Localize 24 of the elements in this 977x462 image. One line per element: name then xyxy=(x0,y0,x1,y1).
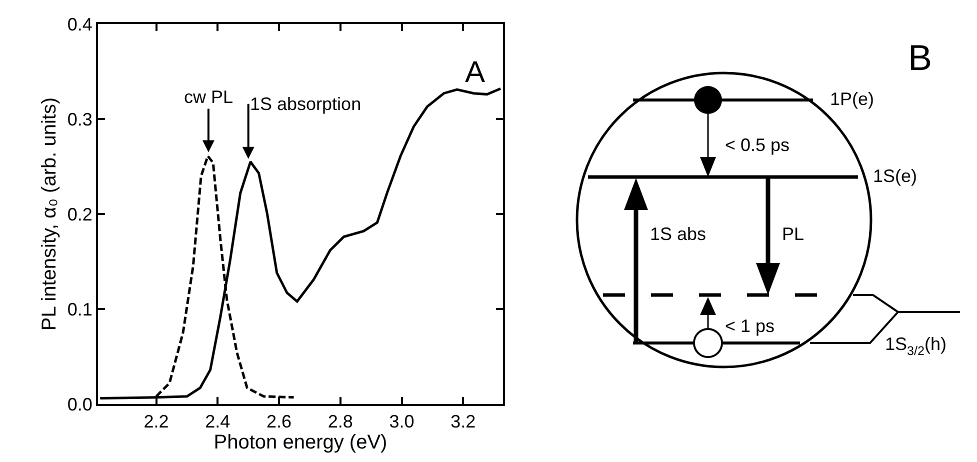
y-tick-label: 0.0 xyxy=(67,394,92,414)
y-axis-title: PL intensity, α₀ (arb. units) xyxy=(38,97,60,331)
annotation: 1S absorption xyxy=(250,94,362,114)
x-tick-label: 3.2 xyxy=(450,412,476,432)
x-tick-label: 2.8 xyxy=(328,412,353,432)
annotation: cw PL xyxy=(184,87,234,107)
y-tick-label: 0.2 xyxy=(67,204,92,224)
x-tick-label: 2.2 xyxy=(144,412,169,432)
x-tick-label: 2.4 xyxy=(205,412,230,432)
x-axis-title: Photon energy (eV) xyxy=(214,432,388,454)
text: PL xyxy=(782,224,804,244)
text: < 1 ps xyxy=(725,316,775,336)
text: 1S(e) xyxy=(873,166,918,186)
y-tick-label: 0.4 xyxy=(67,14,92,34)
text: 1S abs xyxy=(650,224,706,244)
y-tick-label: 0.1 xyxy=(67,299,92,320)
annotation: A xyxy=(465,56,486,89)
text: B xyxy=(908,36,932,78)
y-tick-label: 0.3 xyxy=(67,109,92,130)
text: 1S$_{3/2}$(h) xyxy=(885,334,947,358)
text: 1P(e) xyxy=(830,88,874,109)
text: < 0.5 ps xyxy=(725,134,790,155)
x-tick-label: 3.0 xyxy=(389,412,414,432)
x-tick-label: 2.6 xyxy=(266,412,292,432)
